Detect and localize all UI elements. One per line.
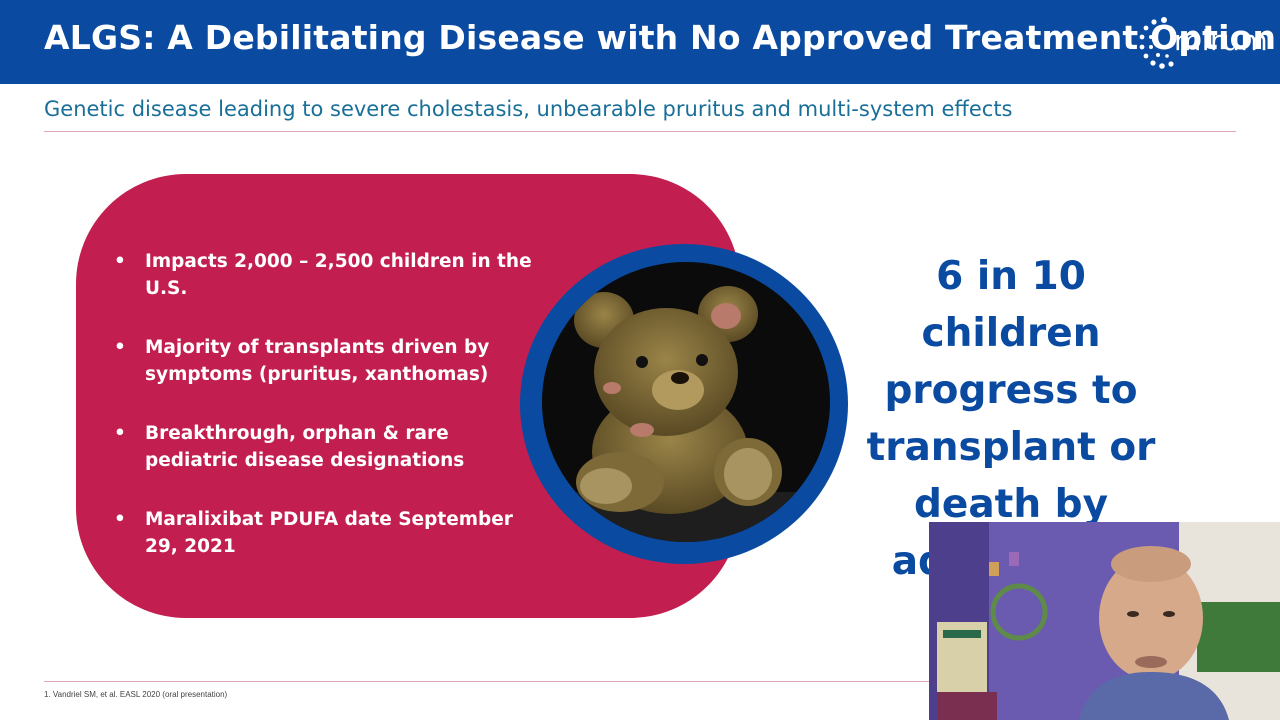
teddy-bear-image (542, 262, 830, 542)
mirum-logo: mirum (1138, 14, 1268, 72)
teddy-bear-icon (542, 286, 830, 542)
bullet-item: Majority of transplants driven by sympto… (112, 334, 532, 388)
stat-line: progress to (884, 368, 1138, 413)
footnote: 1. Vandriel SM, et al. EASL 2020 (oral p… (44, 690, 228, 699)
bullet-list: Impacts 2,000 – 2,500 children in the U.… (112, 248, 532, 592)
presenter-video (929, 522, 1280, 720)
slide-title: ALGS: A Debilitating Disease with No App… (44, 18, 1277, 57)
stat-line: death by (913, 482, 1108, 527)
presenter-webcam (929, 522, 1280, 720)
bullet-item: Breakthrough, orphan & rare pediatric di… (112, 420, 532, 474)
stat-line: transplant or (866, 425, 1156, 470)
bullet-item: Maralixibat PDUFA date September 29, 202… (112, 506, 532, 560)
slide-subtitle: Genetic disease leading to severe choles… (44, 97, 1013, 121)
bullet-item: Impacts 2,000 – 2,500 children in the U.… (112, 248, 532, 302)
slide-header: ALGS: A Debilitating Disease with No App… (0, 0, 1280, 84)
stat-callout: 6 in 10 children progress to transplant … (856, 248, 1166, 590)
logo-wordmark: mirum (1174, 24, 1269, 57)
subtitle-divider (44, 131, 1236, 132)
footer-divider (44, 681, 930, 682)
stat-line: 6 in 10 children (921, 254, 1101, 356)
dot-ring-icon (1139, 17, 1174, 69)
